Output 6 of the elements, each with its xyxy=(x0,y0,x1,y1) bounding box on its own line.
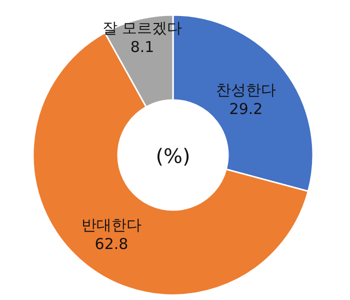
data-label: 29.2 xyxy=(229,100,263,118)
slice-label: 반대한다 xyxy=(82,216,142,234)
data-label: 8.1 xyxy=(130,38,154,56)
data-label: 62.8 xyxy=(94,234,128,253)
slice-label: 찬성한다 xyxy=(216,81,276,100)
text: (%) xyxy=(156,144,190,168)
